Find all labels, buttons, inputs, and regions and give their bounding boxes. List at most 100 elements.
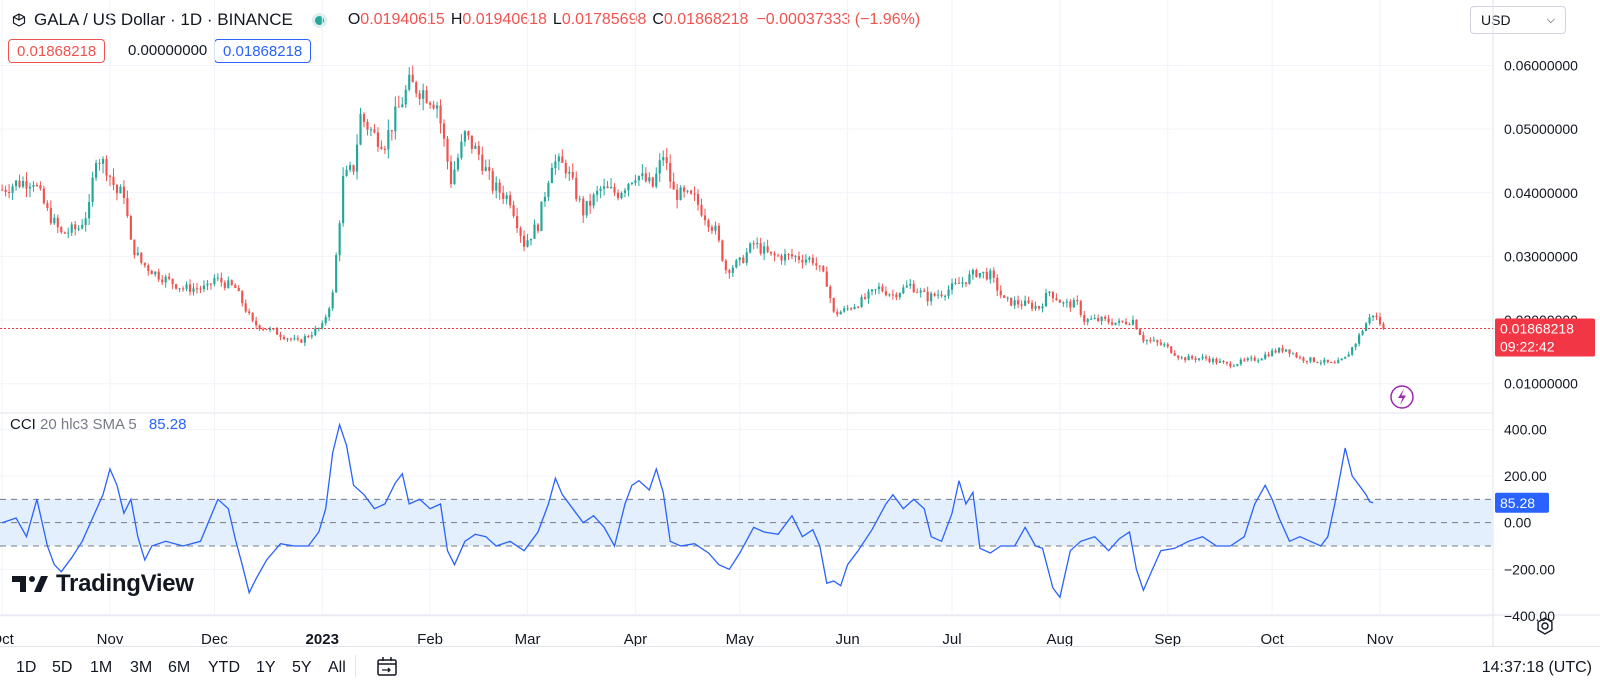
time-axis: Oct Nov Dec 2023 Feb Mar Apr May Jun Jul Aug Sep Oct…	[0, 631, 1394, 646]
candle-body	[178, 288, 181, 290]
cci-value-badge	[1495, 492, 1549, 513]
candle-body	[996, 277, 999, 291]
candle-body	[536, 224, 540, 232]
candle-body	[557, 156, 560, 162]
candle-body	[603, 186, 606, 189]
candle-body	[1354, 343, 1357, 348]
range-button-all[interactable]: All	[328, 659, 346, 676]
candle-body	[1201, 356, 1204, 359]
candle-body	[989, 270, 992, 280]
candle-body	[1173, 353, 1176, 356]
candle-body	[982, 271, 985, 274]
candle-body	[609, 187, 613, 189]
candle-body	[1152, 340, 1155, 342]
range-button-6m[interactable]: 6M	[168, 659, 191, 676]
candle-body	[999, 290, 1002, 296]
high-value: 0.01940618	[462, 11, 547, 28]
candle-body	[943, 295, 947, 297]
candle-body	[18, 180, 21, 187]
tradingview-logo[interactable]: TradingView	[12, 570, 194, 598]
time-tick-label: Jul	[942, 631, 961, 646]
candle-body	[1204, 356, 1208, 359]
candle-body	[616, 192, 620, 199]
candle-body	[1055, 298, 1058, 301]
candle-body	[568, 172, 571, 174]
candle-body	[195, 288, 199, 290]
candle-body	[992, 270, 995, 278]
range-button-5y[interactable]: 5Y	[292, 659, 312, 676]
candle-body	[543, 196, 547, 202]
range-button-1y[interactable]: 1Y	[256, 659, 276, 676]
candle-body	[1104, 316, 1107, 319]
symbol-title[interactable]: GALA / US Dollar · 1D · BINANCE	[34, 10, 293, 29]
candle-body	[707, 220, 710, 228]
compare-calendar-icon[interactable]	[375, 655, 399, 679]
candle-body	[181, 288, 185, 290]
range-button-3m[interactable]: 3M	[130, 659, 153, 676]
sell-price-button[interactable]: 0.01868218	[8, 39, 106, 63]
candle-body	[1083, 315, 1086, 322]
lightning-icon[interactable]	[1390, 385, 1414, 409]
candle-body	[766, 246, 769, 252]
candle-body	[641, 173, 644, 177]
cci-band	[0, 498, 1493, 547]
candle-body	[1260, 358, 1263, 361]
range-button-1d[interactable]: 1D	[16, 659, 37, 676]
candle-body	[1378, 317, 1382, 325]
candle-body	[978, 273, 981, 277]
candle-body	[154, 271, 157, 275]
candle-body	[32, 185, 35, 187]
candle-body	[829, 286, 832, 299]
candle-body	[463, 131, 466, 142]
candle-body	[950, 283, 954, 290]
candle-body	[321, 323, 324, 328]
time-tick-label: May	[726, 631, 755, 646]
cci-legend[interactable]: CCI 20 hlc3 SMA 5 85.28	[10, 416, 186, 433]
candle-body	[408, 74, 411, 90]
candle-body	[811, 257, 814, 264]
candle-body	[888, 294, 891, 296]
candle-body	[105, 159, 108, 176]
candle-body	[122, 186, 125, 199]
candle-body	[884, 291, 887, 296]
candle-body	[1072, 300, 1075, 308]
candle-body	[731, 267, 734, 273]
candle-body	[70, 224, 73, 233]
settings-icon[interactable]	[1534, 615, 1556, 637]
candle-body	[1333, 362, 1336, 364]
close-label: C	[652, 11, 664, 28]
candle-body	[822, 266, 825, 272]
currency-select[interactable]: USD ⌵	[1470, 6, 1566, 34]
candle-body	[613, 187, 616, 193]
candle-body	[1194, 358, 1197, 360]
candle-body	[1243, 359, 1246, 361]
candle-body	[1093, 317, 1096, 319]
candle-body	[502, 192, 505, 200]
candle-body	[923, 290, 926, 292]
candle-body	[756, 243, 759, 245]
utc-clock[interactable]: 14:37:18 (UTC)	[1481, 659, 1592, 676]
candle-body	[1375, 315, 1378, 318]
range-button-5d[interactable]: 5D	[52, 659, 73, 676]
low-label: L	[552, 11, 562, 28]
candle-body	[655, 173, 658, 187]
candle-body	[578, 198, 581, 200]
candle-body	[1117, 320, 1121, 323]
candle-body	[359, 114, 362, 145]
candle-body	[797, 256, 801, 260]
candle-body	[376, 132, 379, 147]
candle-body	[136, 252, 139, 256]
price-tick-label: 0.05000000	[1504, 121, 1578, 137]
candle-body	[498, 182, 501, 193]
market-open-dot[interactable]	[314, 15, 324, 25]
cci-line	[1, 422, 1374, 599]
candle-body	[773, 253, 776, 256]
range-button-1m[interactable]: 1M	[90, 659, 113, 676]
price-chart[interactable]: 0.06000000 0.05000000 0.04000000 0.03000000…	[0, 0, 1600, 646]
candle-body	[84, 218, 87, 225]
candle-body	[905, 285, 908, 288]
candle-body	[397, 106, 400, 108]
time-tick-label: Mar	[515, 631, 541, 646]
candle-body	[763, 246, 766, 254]
range-button-ytd[interactable]: YTD	[208, 659, 240, 676]
